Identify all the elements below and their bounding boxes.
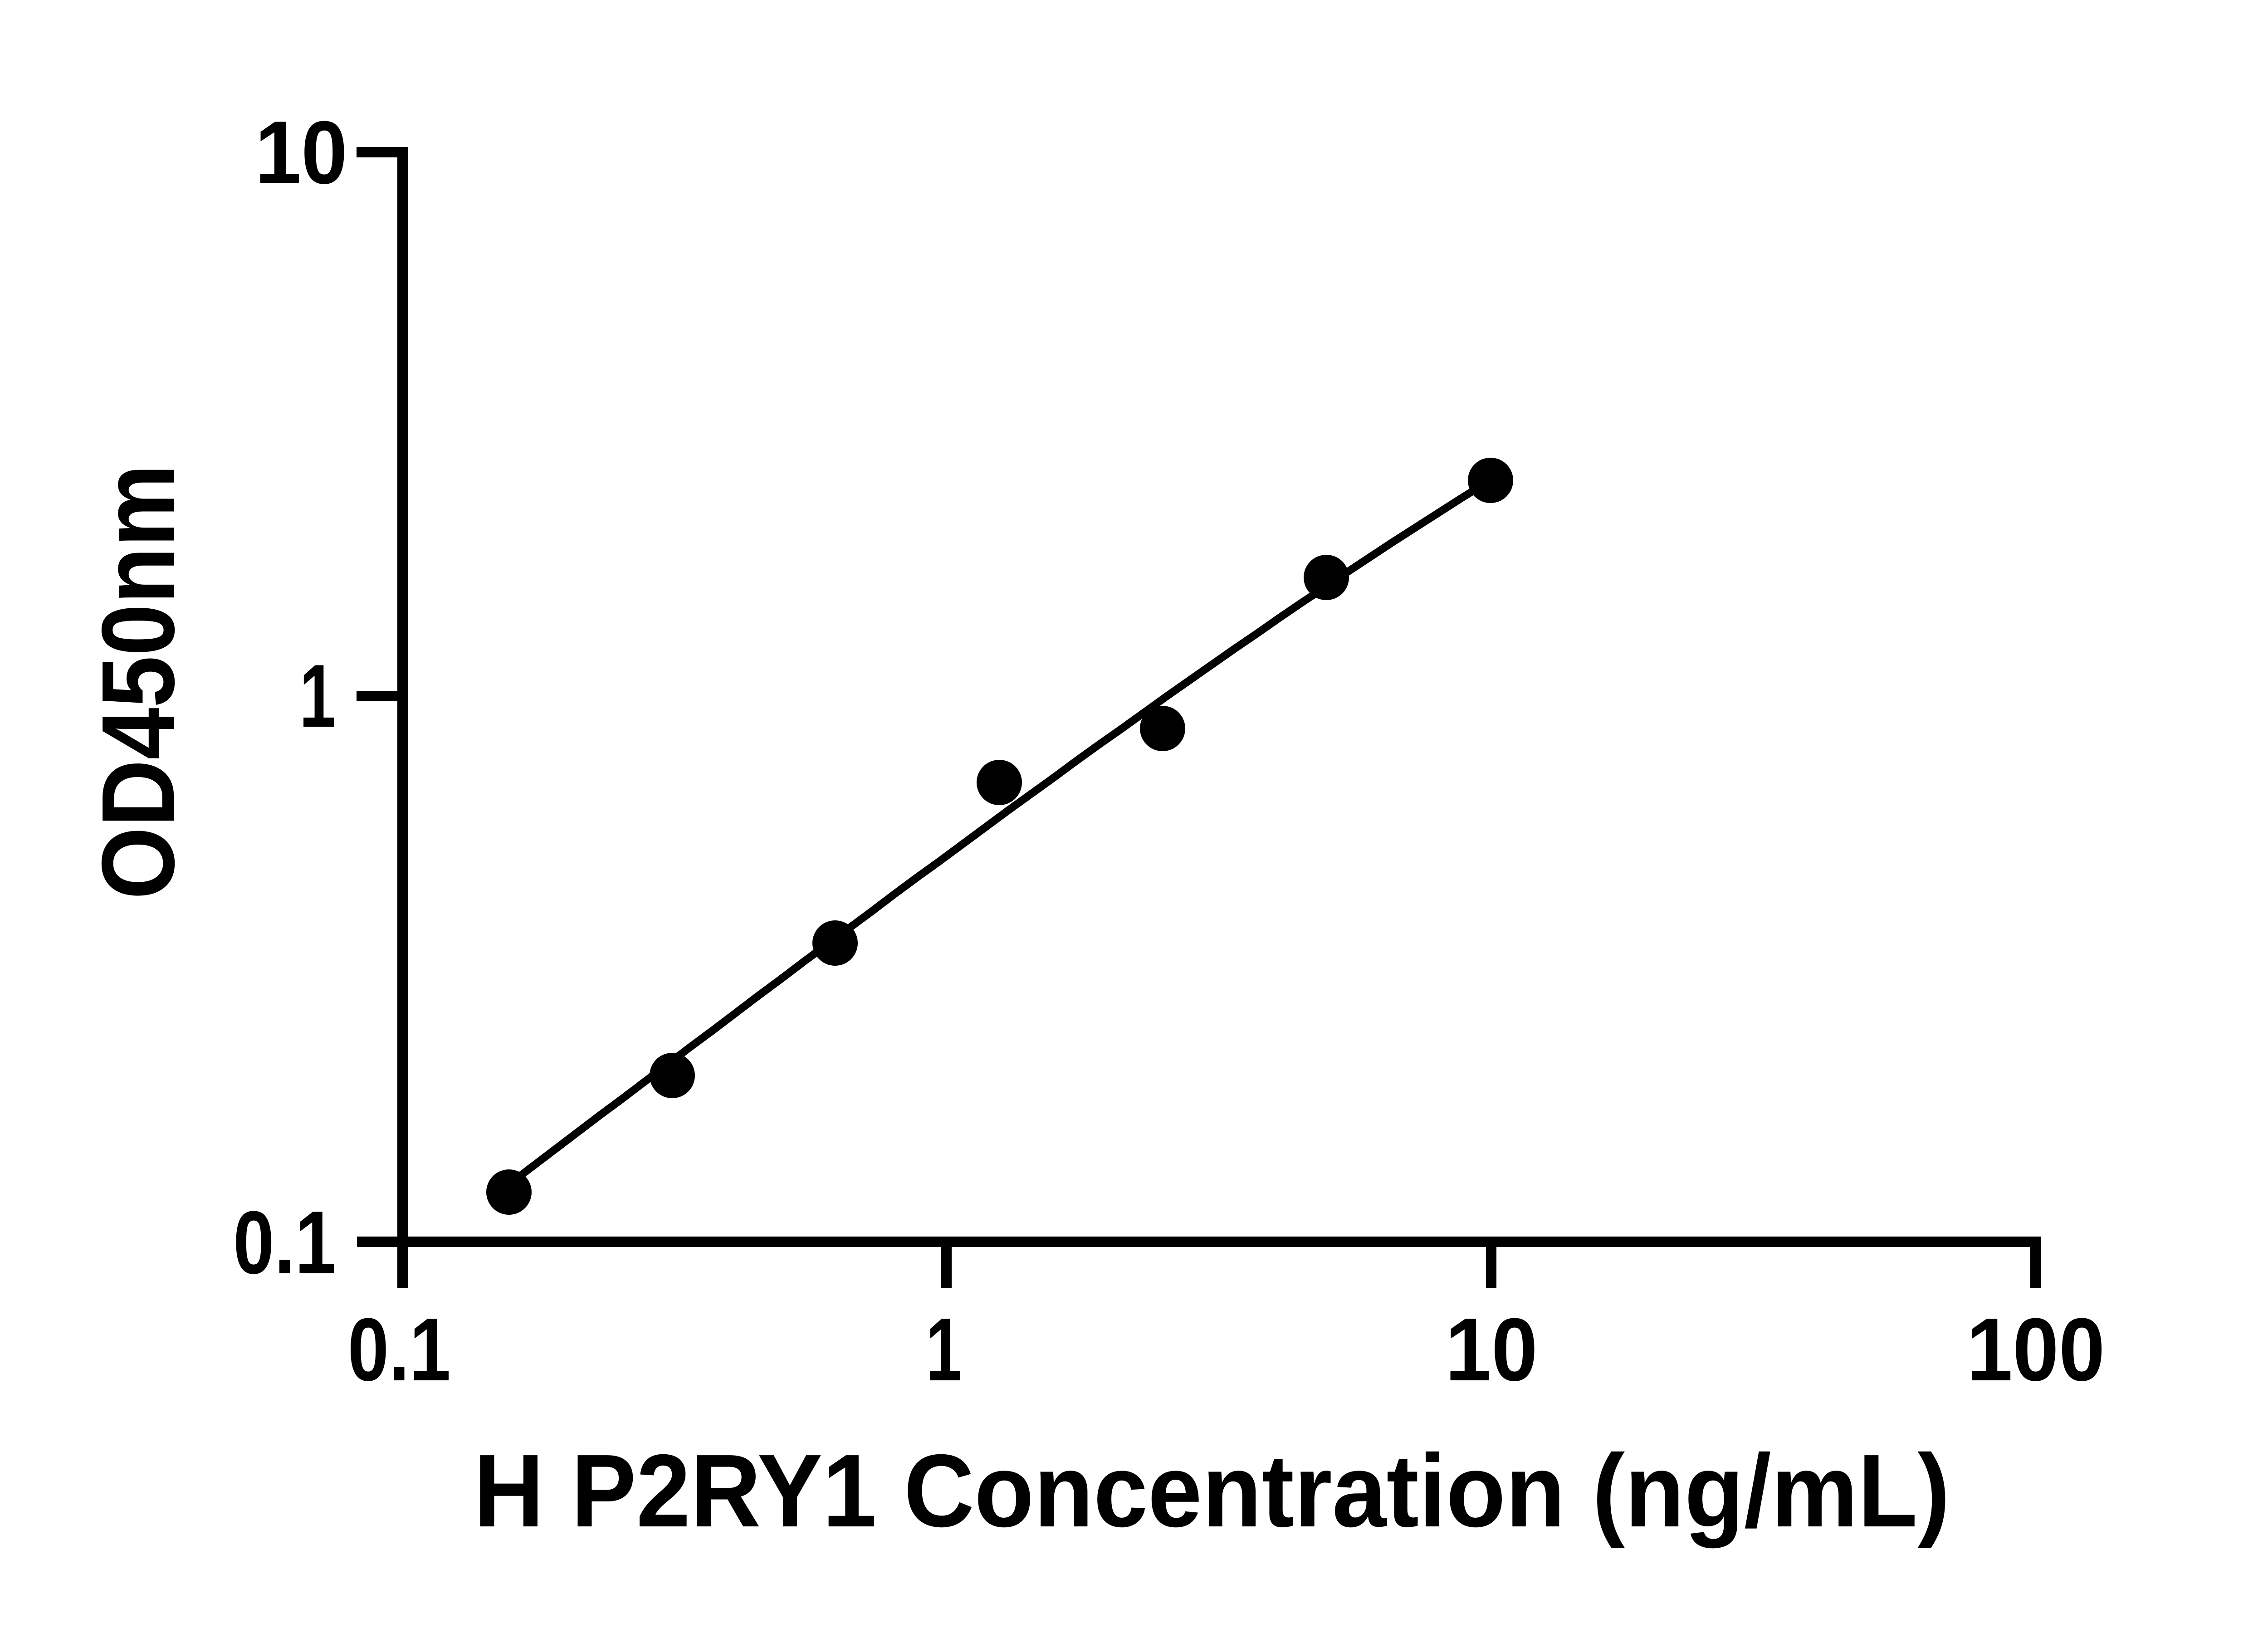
svg-text:1: 1 — [299, 646, 336, 746]
svg-text:100: 100 — [1967, 1300, 2105, 1399]
svg-text:10: 10 — [255, 103, 347, 202]
svg-text:0.1: 0.1 — [348, 1300, 451, 1399]
svg-text:10: 10 — [1445, 1300, 1538, 1399]
svg-text:H P2RY1 Concentration (ng/mL): H P2RY1 Concentration (ng/mL) — [474, 1433, 1950, 1549]
svg-text:OD450nm: OD450nm — [81, 464, 196, 900]
svg-text:1: 1 — [926, 1300, 962, 1399]
svg-text:0.1: 0.1 — [233, 1193, 336, 1292]
